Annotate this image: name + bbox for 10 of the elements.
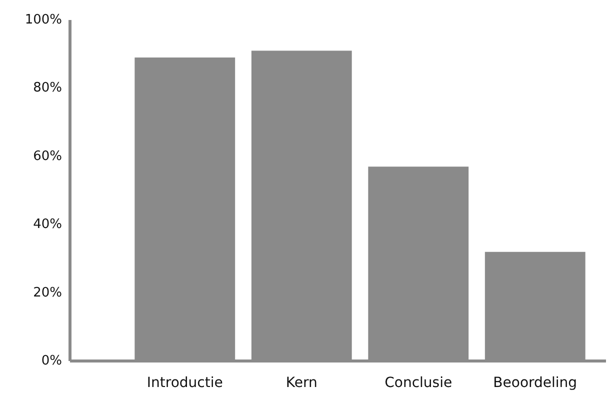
x-tick-label: Beoordeling (493, 375, 578, 391)
y-tick-label: 40% (33, 217, 62, 232)
x-tick-label: Conclusie (384, 375, 452, 391)
y-tick-label: 100% (24, 12, 62, 28)
x-tick-label: Introductie (146, 375, 223, 391)
x-tick-label: Kern (286, 375, 318, 391)
y-tick-label: 80% (33, 80, 62, 96)
y-tick-label: 20% (33, 285, 62, 300)
y-tick-label: 60% (33, 148, 62, 164)
y-tick-label: 0% (41, 354, 62, 369)
